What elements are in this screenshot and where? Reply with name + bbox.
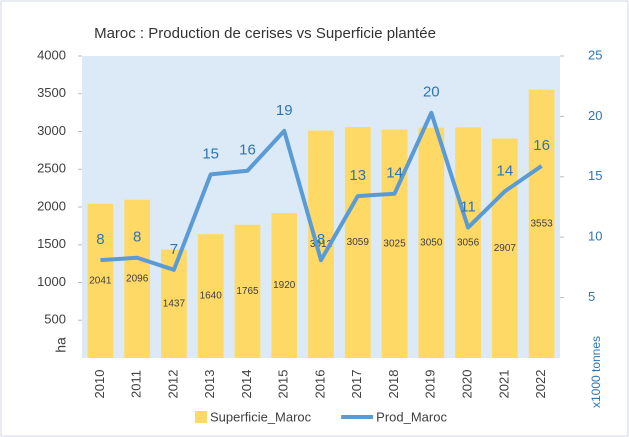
y2-tick-label: 20 [588,108,602,123]
x-tick-label: 2022 [533,370,548,399]
x-tick-label: 2020 [460,370,475,399]
bar-label: 2096 [126,274,149,285]
line-label: 8 [317,231,325,248]
y-tick-label: 2500 [37,161,66,176]
bar-label: 1920 [273,280,296,291]
x-tick-label: 2013 [202,370,217,399]
bar [381,129,408,358]
bar-label: 2041 [89,276,112,287]
bar-label: 1640 [200,291,223,302]
chart-title: Maroc : Production de cerises vs Superfi… [94,25,436,42]
bar-label: 3059 [347,237,370,248]
y2-tick-label: 15 [588,168,602,183]
bar-label: 3050 [420,238,443,249]
x-tick-label: 2019 [423,370,438,399]
x-tick-label: 2018 [386,370,401,399]
line-label: 8 [96,231,104,248]
line-label: 7 [170,241,178,258]
legend-swatch [195,411,207,423]
bar [418,127,445,358]
bar [197,234,224,358]
y-tick-label: 3000 [37,123,66,138]
line-label: 11 [460,199,476,216]
legend-label: Prod_Maroc [376,409,447,424]
bar-label: 3025 [383,238,406,249]
x-tick-label: 2012 [165,370,180,399]
bar [455,127,481,358]
y2-axis-label: x1000 tonnes [589,336,603,408]
bar-label: 3012 [310,239,333,250]
x-tick-label: 2011 [129,370,144,398]
y2-tick-label: 10 [588,229,602,244]
bar-label: 1437 [163,298,186,309]
line-label: 19 [276,102,293,119]
line-label: 13 [349,167,366,184]
y2-tick-label: 25 [588,47,602,62]
bar [124,199,151,358]
bar [528,89,555,358]
bar-label: 2907 [494,243,517,254]
y-tick-label: 500 [44,312,66,327]
bar [271,213,298,358]
line-label: 16 [533,137,550,154]
x-tick-label: 2010 [92,370,107,399]
x-tick-label: 2021 [496,370,511,399]
y-tick-label: 1500 [37,236,66,251]
bar [87,203,114,358]
bar-label: 3056 [457,237,480,248]
x-tick-label: 2017 [349,370,364,399]
y-axis-label: ha [53,337,69,353]
y-tick-label: 3500 [37,85,66,100]
line-label: 15 [202,145,219,162]
bar-label: 1765 [236,286,259,297]
line-label: 20 [423,84,440,101]
y2-tick-label: 5 [588,289,595,304]
line-label: 16 [239,142,256,159]
line-label: 14 [497,162,514,179]
x-tick-label: 2015 [276,370,291,399]
line-label: 14 [386,165,403,182]
line [100,110,543,272]
bar [491,138,518,358]
y-tick-label: 1000 [37,274,66,289]
bar [344,127,371,358]
x-tick-label: 2014 [239,370,254,399]
y-tick-label: 4000 [37,47,66,62]
x-tick-label: 2016 [312,370,327,399]
legend-label: Superficie_Maroc [210,409,312,424]
bar [234,224,261,358]
bar-label: 3553 [530,219,553,230]
y-tick-label: 2000 [37,198,66,213]
line-label: 8 [133,229,141,246]
